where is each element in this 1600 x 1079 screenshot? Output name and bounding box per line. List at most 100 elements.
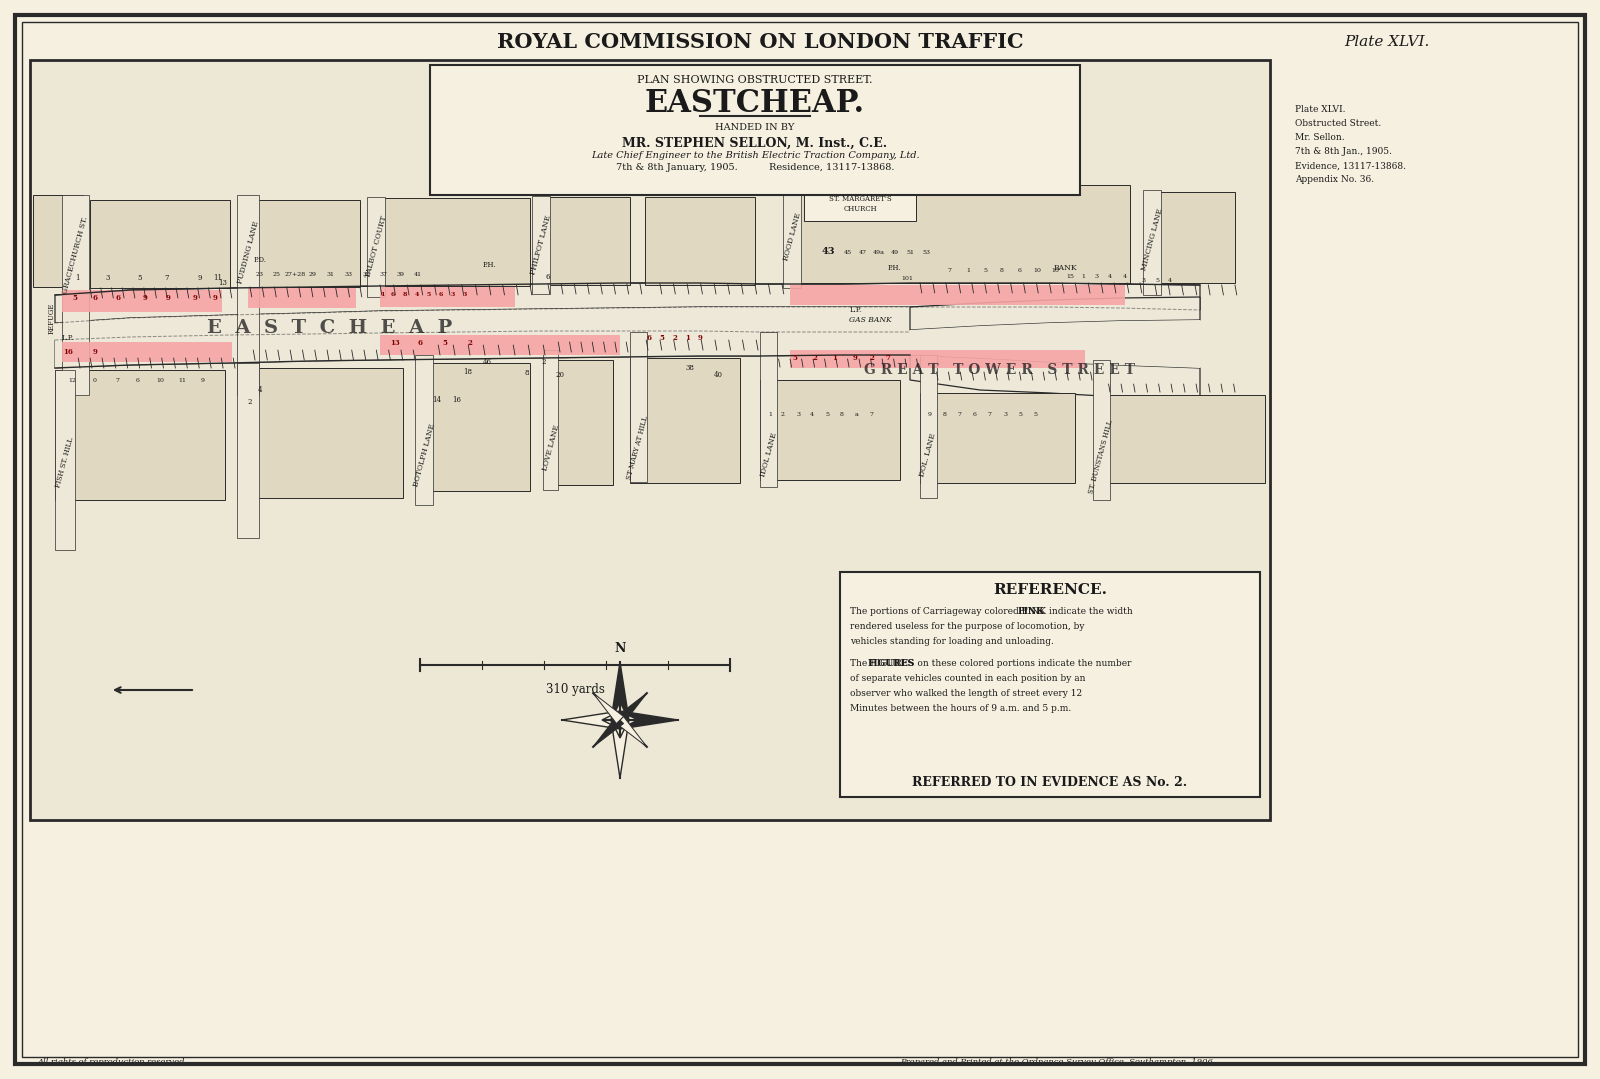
Bar (782, 183, 802, 288)
Text: The FIGURES on these colored portions indicate the number: The FIGURES on these colored portions in… (850, 659, 1131, 668)
Text: 10: 10 (157, 378, 165, 382)
Text: 4: 4 (1107, 274, 1112, 279)
Text: All rights of reproduction reserved: All rights of reproduction reserved (38, 1058, 186, 1066)
Text: 5: 5 (792, 354, 797, 361)
Text: 0: 0 (93, 378, 98, 382)
Text: LOVE LANE: LOVE LANE (541, 424, 562, 472)
Polygon shape (562, 711, 621, 729)
Polygon shape (54, 283, 1200, 323)
Text: REFUGE: REFUGE (48, 302, 56, 333)
Text: 7: 7 (947, 268, 952, 273)
Text: 6: 6 (136, 378, 139, 382)
Text: 3: 3 (462, 292, 467, 298)
Text: 1: 1 (768, 412, 771, 418)
Text: PUDDING LANE: PUDDING LANE (235, 220, 261, 284)
Text: 101: 101 (901, 275, 914, 281)
Text: 2: 2 (542, 358, 546, 366)
Bar (645, 197, 755, 285)
Text: 7: 7 (165, 274, 170, 282)
Bar (237, 363, 259, 538)
Text: Evidence, 13117-13868.: Evidence, 13117-13868. (1294, 162, 1406, 170)
Bar (920, 393, 1075, 483)
Text: 23: 23 (256, 273, 264, 277)
Text: 47: 47 (859, 249, 867, 255)
Text: observer who walked the length of street every 12: observer who walked the length of street… (850, 689, 1082, 698)
Text: 7th & 8th January, 1905.          Residence, 13117-13868.: 7th & 8th January, 1905. Residence, 1311… (616, 164, 894, 173)
Polygon shape (910, 355, 1200, 400)
Text: 6: 6 (1018, 268, 1022, 273)
Bar (790, 350, 1085, 368)
Text: 9: 9 (928, 412, 931, 418)
Text: 1: 1 (1082, 274, 1085, 279)
Text: 45: 45 (843, 249, 853, 255)
Text: 8: 8 (840, 412, 845, 418)
Text: 9: 9 (93, 349, 98, 356)
Text: 4: 4 (1168, 277, 1173, 283)
Text: 3: 3 (451, 292, 454, 298)
Text: ST. MARGARET'S
CHURCH: ST. MARGARET'S CHURCH (829, 195, 891, 213)
Text: 4: 4 (414, 292, 419, 298)
Text: 35: 35 (362, 273, 370, 277)
Bar (248, 368, 403, 498)
Text: 5: 5 (1155, 277, 1158, 283)
Text: HANDED IN BY: HANDED IN BY (715, 123, 795, 133)
Bar (1094, 395, 1266, 483)
Bar (1150, 192, 1235, 283)
Text: P.D.: P.D. (253, 256, 267, 264)
Text: vehicles standing for loading and unloading.: vehicles standing for loading and unload… (850, 637, 1054, 646)
Text: 5: 5 (1034, 412, 1037, 418)
Text: G R E A T   T O W E R   S T R E E T: G R E A T T O W E R S T R E E T (864, 363, 1136, 377)
Text: 3: 3 (1141, 277, 1146, 283)
Bar (547, 360, 613, 484)
FancyBboxPatch shape (805, 187, 915, 221)
Text: 6: 6 (390, 292, 395, 298)
Text: 46: 46 (483, 358, 491, 366)
Polygon shape (54, 331, 910, 368)
Text: ROYAL COMMISSION ON LONDON TRAFFIC: ROYAL COMMISSION ON LONDON TRAFFIC (496, 32, 1024, 52)
Text: 13: 13 (390, 339, 400, 347)
Text: 8: 8 (942, 412, 947, 418)
Text: DOL. LANE: DOL. LANE (918, 433, 938, 478)
Text: 29: 29 (309, 273, 317, 277)
Bar (920, 355, 938, 498)
Text: 10: 10 (1034, 268, 1042, 273)
Text: Plate XLVI.: Plate XLVI. (1294, 106, 1346, 114)
Text: 40: 40 (714, 371, 723, 379)
Text: 6: 6 (418, 339, 422, 347)
Polygon shape (910, 297, 1200, 330)
Bar (374, 199, 530, 286)
Text: 20: 20 (555, 371, 565, 379)
Bar (90, 200, 230, 288)
Text: 6: 6 (93, 293, 98, 302)
Text: N: N (614, 642, 626, 655)
Text: Plate XLVI.: Plate XLVI. (1344, 35, 1430, 49)
Bar (419, 363, 530, 491)
Text: P.H.: P.H. (483, 261, 498, 269)
Bar (381, 287, 515, 308)
Bar (250, 200, 360, 287)
Text: 3: 3 (1094, 274, 1098, 279)
Polygon shape (594, 716, 624, 747)
Bar (630, 332, 646, 482)
Text: 25: 25 (274, 273, 282, 277)
Text: 11: 11 (178, 378, 186, 382)
Bar (760, 332, 778, 487)
Text: Late Chief Engineer to the British Electric Traction Company, Ltd.: Late Chief Engineer to the British Elect… (590, 151, 920, 161)
Text: 31: 31 (326, 273, 334, 277)
Text: 7: 7 (958, 412, 962, 418)
Text: 1: 1 (685, 334, 691, 342)
Polygon shape (594, 693, 624, 724)
Text: ST. DUNSTANS HILL: ST. DUNSTANS HILL (1088, 420, 1115, 495)
Text: BOTOLPH LANE: BOTOLPH LANE (411, 423, 437, 488)
Bar (790, 285, 1125, 305)
Text: of separate vehicles counted in each position by an: of separate vehicles counted in each pos… (850, 674, 1085, 683)
Text: 6: 6 (438, 292, 443, 298)
Text: 53: 53 (922, 249, 930, 255)
Text: Minutes between the hours of 9 a.m. and 5 p.m.: Minutes between the hours of 9 a.m. and … (850, 704, 1072, 713)
Text: The portions of Carriageway colored PINK indicate the width: The portions of Carriageway colored PINK… (850, 607, 1133, 616)
Text: 12: 12 (67, 378, 77, 382)
Text: 49: 49 (891, 249, 899, 255)
Text: 1: 1 (832, 354, 837, 361)
Bar (237, 195, 259, 395)
Text: Prepared and Printed at the Ordnance Survey Office, Southampton, 1906.: Prepared and Printed at the Ordnance Sur… (899, 1058, 1216, 1066)
